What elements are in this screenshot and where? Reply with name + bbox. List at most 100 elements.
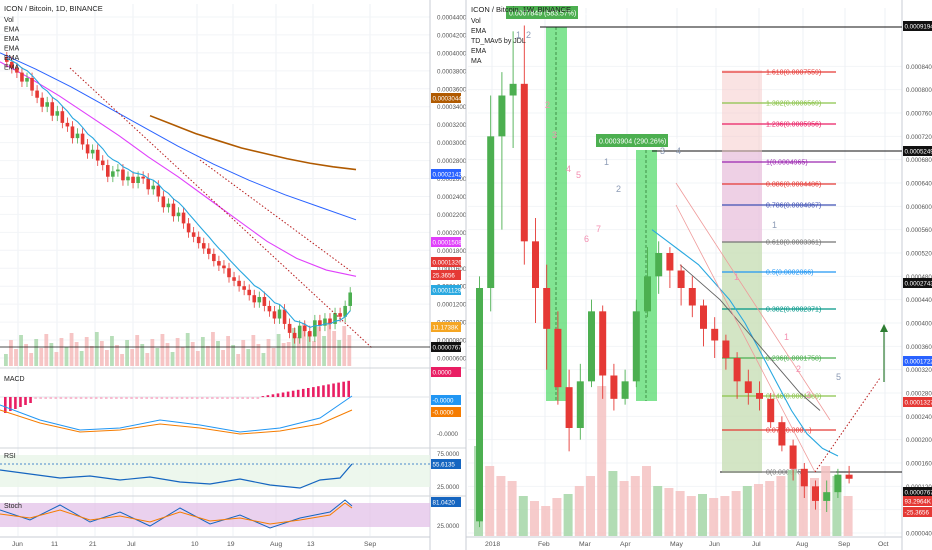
macd-hist-bar: [337, 382, 340, 397]
stoch-label: Stoch: [4, 503, 22, 510]
macd-hist-bar: [19, 397, 22, 407]
volume-bar: [552, 498, 562, 536]
right-ema-line: [651, 229, 839, 457]
right-price-tag: 0.0002743: [903, 278, 932, 288]
volume-bar: [597, 386, 607, 536]
fib-level-label: 0.146(0.0001380): [766, 394, 821, 401]
candle-body: [588, 311, 595, 382]
volume-bar: [185, 333, 190, 366]
macd-hist-bar: [89, 397, 93, 399]
candle-body: [181, 212, 186, 224]
td-count-down: 3: [806, 390, 811, 400]
candle-body: [60, 111, 65, 123]
macd-tag-bg: [431, 367, 461, 377]
candle-body: [509, 83, 517, 96]
left-title: ICON / Bitcoin, 1D, BINANCE: [4, 4, 103, 13]
candle-body: [232, 277, 236, 281]
candle-body: [15, 68, 19, 73]
volume-bar: [89, 346, 94, 366]
volume-bar: [221, 350, 225, 366]
stoch-tag-bg: [431, 497, 461, 507]
candle-body: [222, 265, 226, 269]
macd-hist-bar: [79, 397, 83, 399]
left-trendline-1: [69, 67, 373, 349]
macd-hist-bar: [231, 397, 234, 399]
td-count-up: 1: [604, 157, 609, 167]
left-y-tick: 0.0002600: [437, 176, 467, 183]
candle-body: [576, 381, 584, 428]
volume-bar: [84, 337, 89, 366]
volume-bar: [496, 476, 506, 536]
macd-tag-text: -0.0000: [433, 410, 455, 417]
volume-bar: [541, 506, 551, 536]
macd-hist-bar: [211, 397, 214, 399]
right-y-tick: 0.0004000: [906, 321, 932, 328]
volume-bar: [19, 335, 23, 366]
candle-body: [823, 492, 831, 501]
candle-body: [655, 253, 663, 277]
candle-body: [227, 268, 231, 278]
macd-hist-bar: [347, 380, 350, 397]
volume-bar: [776, 476, 786, 536]
td-count-down: 1: [784, 332, 789, 342]
right-price-tag-text: 0.0001722: [905, 359, 932, 366]
candle-body: [50, 102, 55, 116]
right-price-tag-text: -25.3656: [905, 510, 930, 517]
candle-body: [834, 474, 842, 493]
green-zone-1: [546, 27, 567, 401]
left-y-tick: 0.0004000: [437, 50, 467, 57]
left-price-tag-text: 0.0001129: [433, 288, 462, 295]
volume-bar: [798, 474, 808, 536]
candle-body: [711, 328, 719, 341]
candle-body: [644, 276, 651, 312]
macd-hist-bar: [226, 397, 229, 399]
macd-hist-bar: [180, 397, 184, 399]
left-x-tick: 11: [51, 541, 58, 548]
left-price-tag-text: 0.0003044: [433, 96, 463, 103]
left-price-tag-text: 0.0000767: [433, 345, 463, 352]
candle-body: [565, 387, 573, 428]
macd-hist-bar: [241, 397, 244, 399]
macd-hist-bar: [236, 397, 239, 399]
candle-body: [100, 160, 105, 166]
volume-bar: [160, 334, 165, 366]
candle-body: [247, 289, 251, 296]
volume-bar: [216, 341, 220, 366]
macd-hist-bar: [145, 397, 148, 399]
macd-hist-bar: [342, 381, 345, 397]
volume-bar: [507, 481, 517, 536]
right-y-tick: 0.0001600: [906, 461, 932, 468]
left-price-tag: 25.3656: [431, 270, 461, 280]
left-y-tick: 0.0003000: [437, 140, 467, 147]
candle-body: [297, 325, 302, 339]
macd-tag: -0.0000: [431, 395, 461, 405]
left-legend-item: EMA: [4, 36, 20, 43]
volume-bar: [586, 476, 595, 536]
macd-hist-bar: [84, 397, 88, 399]
rsi-line: [0, 463, 353, 489]
volume-bar: [14, 349, 18, 366]
candle-body: [45, 102, 49, 107]
macd-hist-bar: [276, 393, 280, 397]
left-price-tag-text: 25.3656: [433, 273, 456, 280]
macd-hist-bar: [94, 397, 98, 399]
volume-bar: [195, 351, 200, 366]
fib-level-label: 0.382(0.0002371): [766, 307, 821, 314]
right-price-tag-text: 93.2964K: [905, 499, 932, 506]
volume-bar: [530, 501, 539, 536]
macd-line: [0, 395, 353, 433]
left-price-tag: 0.0001129: [431, 285, 462, 295]
td-count-up: 3: [660, 146, 665, 156]
right-title: ICON / Bitcoin, 1W, BINANCE: [471, 5, 571, 14]
fib-level-label: 1.236(0.0005956): [766, 122, 821, 129]
candle-body: [487, 136, 495, 288]
candle-body: [328, 318, 332, 324]
candle-body: [789, 445, 797, 469]
macd-hist-bar: [155, 397, 159, 399]
candle-body: [338, 313, 342, 317]
candle-body: [217, 261, 221, 266]
left-y-tick: 0.0002800: [437, 158, 467, 165]
rsi-tag-text: 55.6135: [433, 462, 456, 469]
volume-bar: [317, 327, 321, 366]
